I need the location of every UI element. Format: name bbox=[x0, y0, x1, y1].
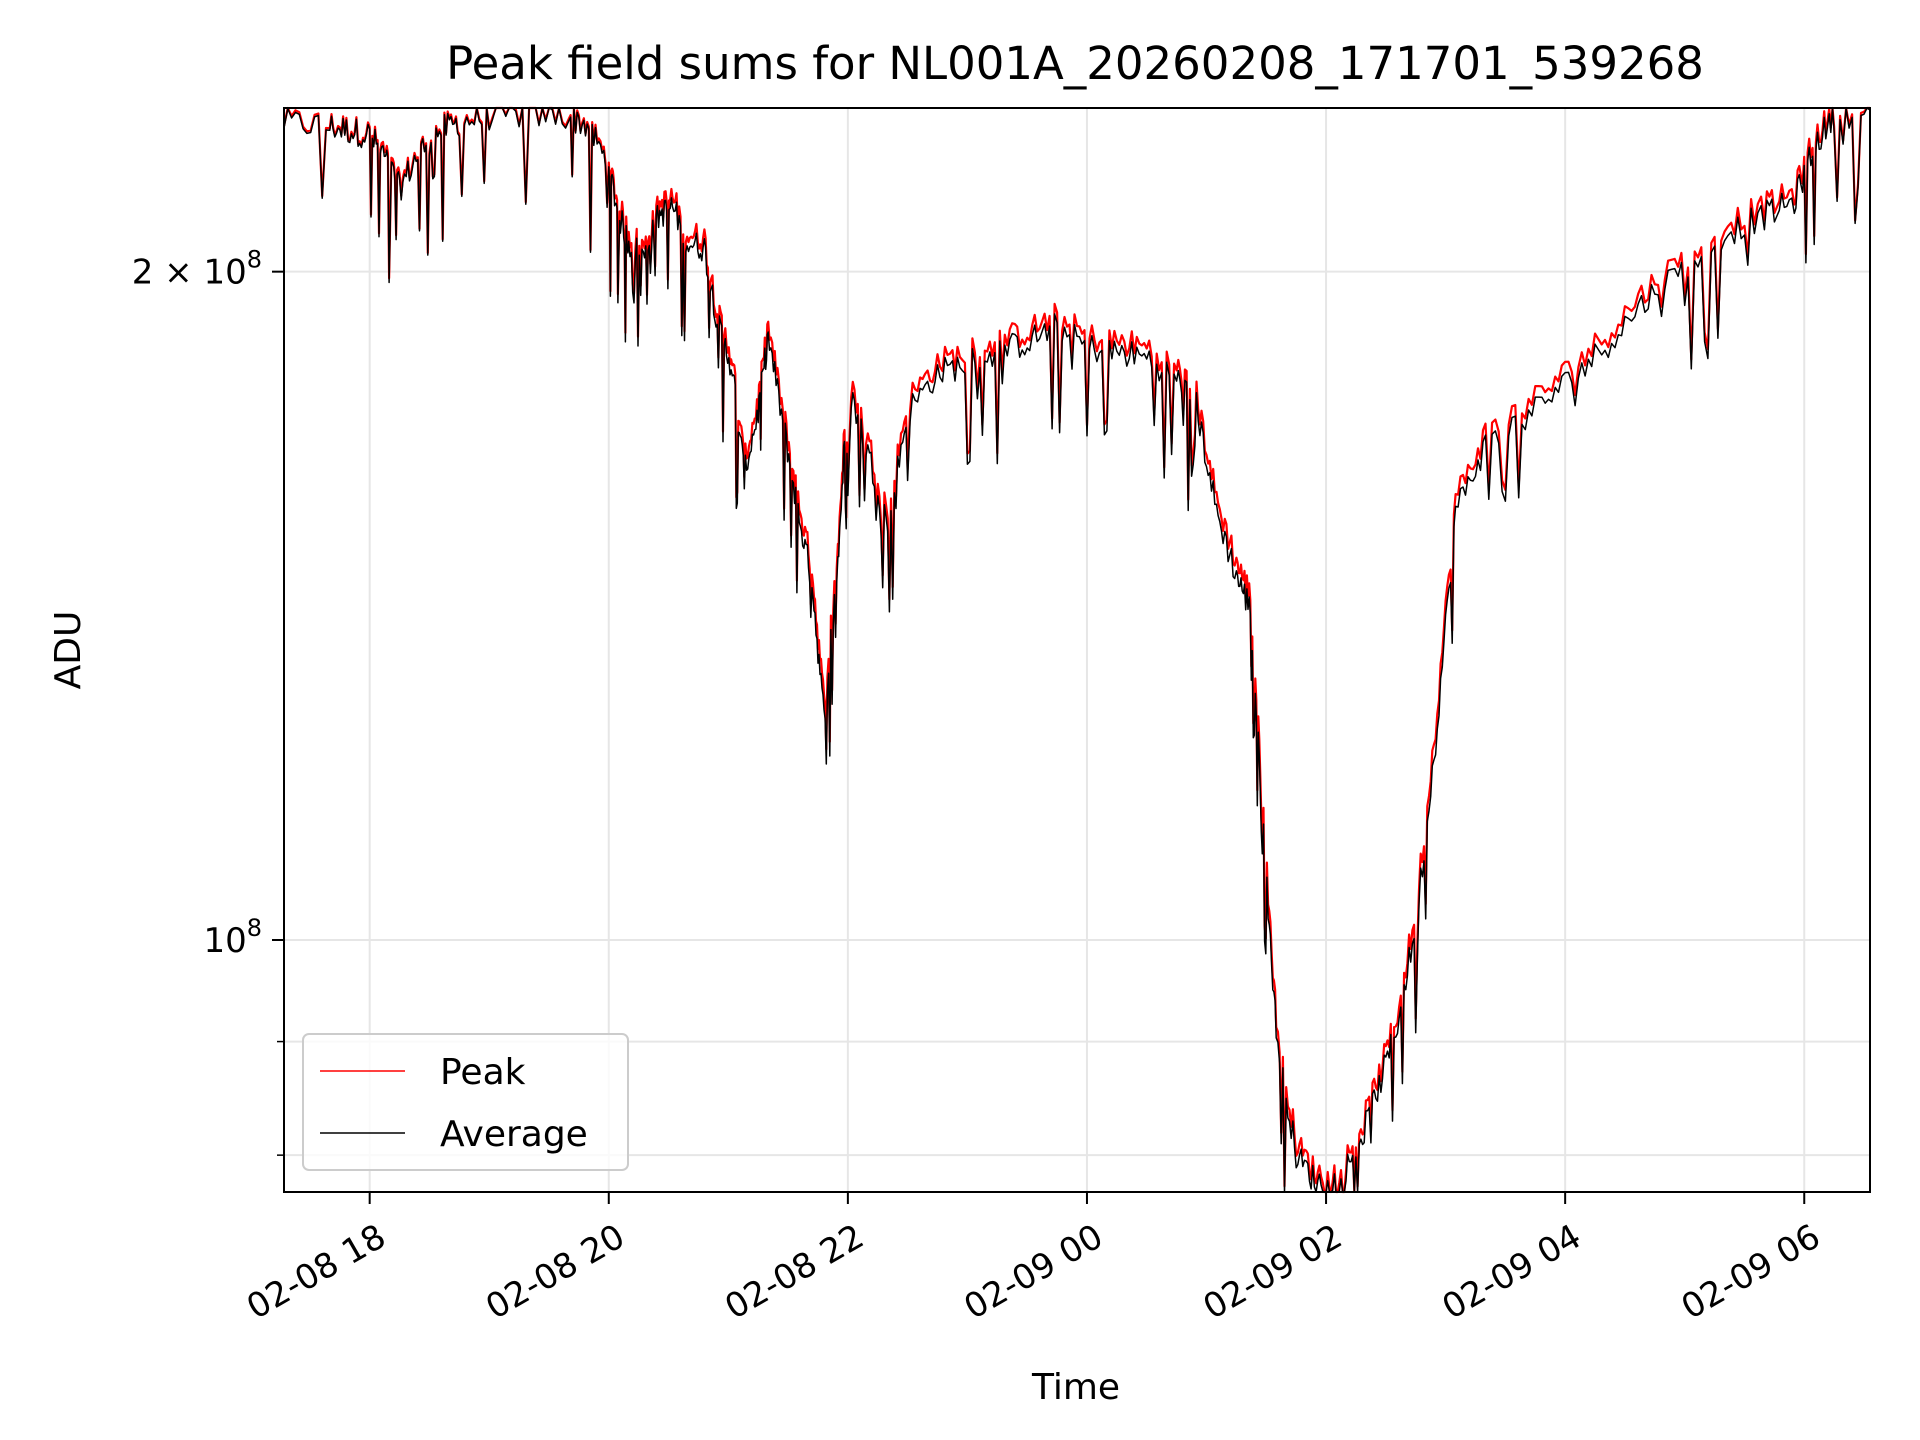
x-axis-label: Time bbox=[1031, 1367, 1120, 1408]
y-tick-label: 108 bbox=[203, 914, 262, 961]
plot-frame bbox=[283, 107, 1871, 1193]
y-axis: 108 2 × 108 bbox=[132, 246, 284, 1156]
legend-box bbox=[302, 1033, 629, 1171]
series-line-average bbox=[283, 107, 1871, 1193]
legend: Peak Average bbox=[302, 1033, 629, 1171]
chart-title: Peak field sums for NL001A_20260208_1717… bbox=[446, 37, 1704, 90]
y-axis-label: ADU bbox=[48, 611, 89, 690]
legend-label: Average bbox=[440, 1114, 588, 1155]
plot-series bbox=[282, 106, 1871, 1194]
y-tick-label: 2 × 108 bbox=[132, 246, 262, 293]
legend-label: Peak bbox=[440, 1052, 526, 1093]
